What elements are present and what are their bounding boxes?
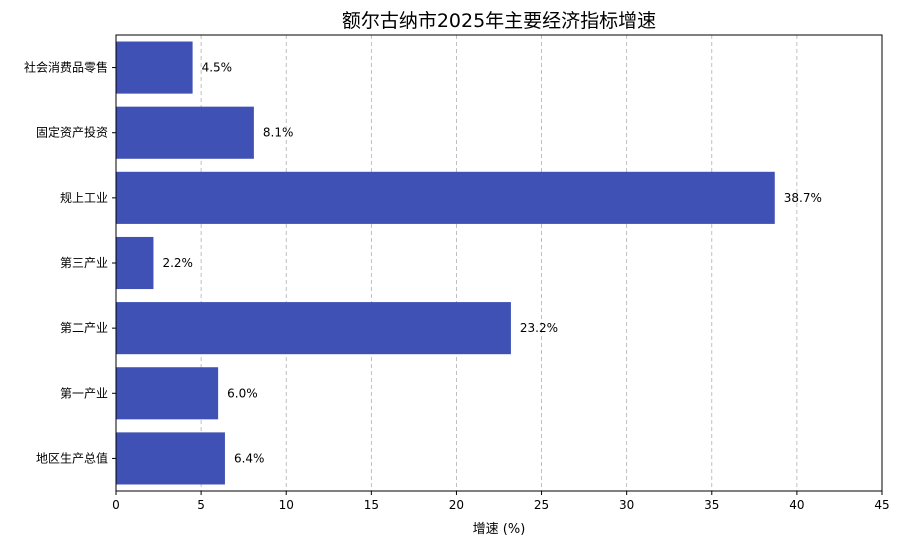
bar (116, 236, 154, 290)
x-tick-label: 15 (364, 498, 379, 512)
x-tick-label: 20 (449, 498, 464, 512)
x-tick-label: 40 (789, 498, 804, 512)
category-label: 规上工业 (60, 190, 108, 205)
x-tick-label: 45 (874, 498, 889, 512)
value-label: 6.0% (227, 386, 258, 400)
x-tick-label: 35 (704, 498, 719, 512)
value-labels: 6.4% 6.0% 23.2% 2.2% 38.7% 8.1% 4.5% (162, 61, 821, 466)
x-tick-label: 10 (279, 498, 294, 512)
grid-lines (200, 35, 798, 491)
value-label: 6.4% (234, 451, 264, 465)
x-tick-label: 30 (619, 498, 634, 512)
bar (116, 432, 225, 485)
chart-title: 额尔古纳市2025年主要经济指标增速 (342, 10, 656, 32)
value-label: 2.2% (162, 256, 193, 270)
category-label: 固定资产投资 (36, 125, 108, 140)
bars (116, 41, 775, 485)
bar (116, 106, 254, 159)
category-label: 社会消费品零售 (24, 60, 108, 75)
bar (116, 41, 193, 94)
category-labels: 地区生产总值 第一产业 第二产业 第三产业 规上工业 固定资产投资 社会消费品零售 (24, 60, 116, 465)
category-label: 地区生产总值 (36, 450, 108, 465)
x-ticks: 0 5 10 15 20 25 30 35 40 45 (112, 491, 890, 512)
value-label: 8.1% (263, 126, 294, 140)
category-label: 第一产业 (60, 386, 108, 400)
category-label: 第三产业 (60, 256, 108, 270)
value-label: 23.2% (520, 321, 558, 335)
plot-frame (115, 34, 883, 492)
x-tick-label: 5 (197, 498, 205, 512)
x-tick-label: 25 (534, 498, 549, 512)
value-label: 4.5% (202, 61, 233, 75)
bar (116, 302, 511, 355)
bar (116, 171, 775, 224)
x-axis-label: 增速 (%) (473, 522, 526, 537)
category-label: 第二产业 (60, 321, 108, 335)
x-tick-label: 0 (112, 498, 120, 512)
value-label: 38.7% (784, 191, 822, 205)
bar (116, 367, 219, 420)
